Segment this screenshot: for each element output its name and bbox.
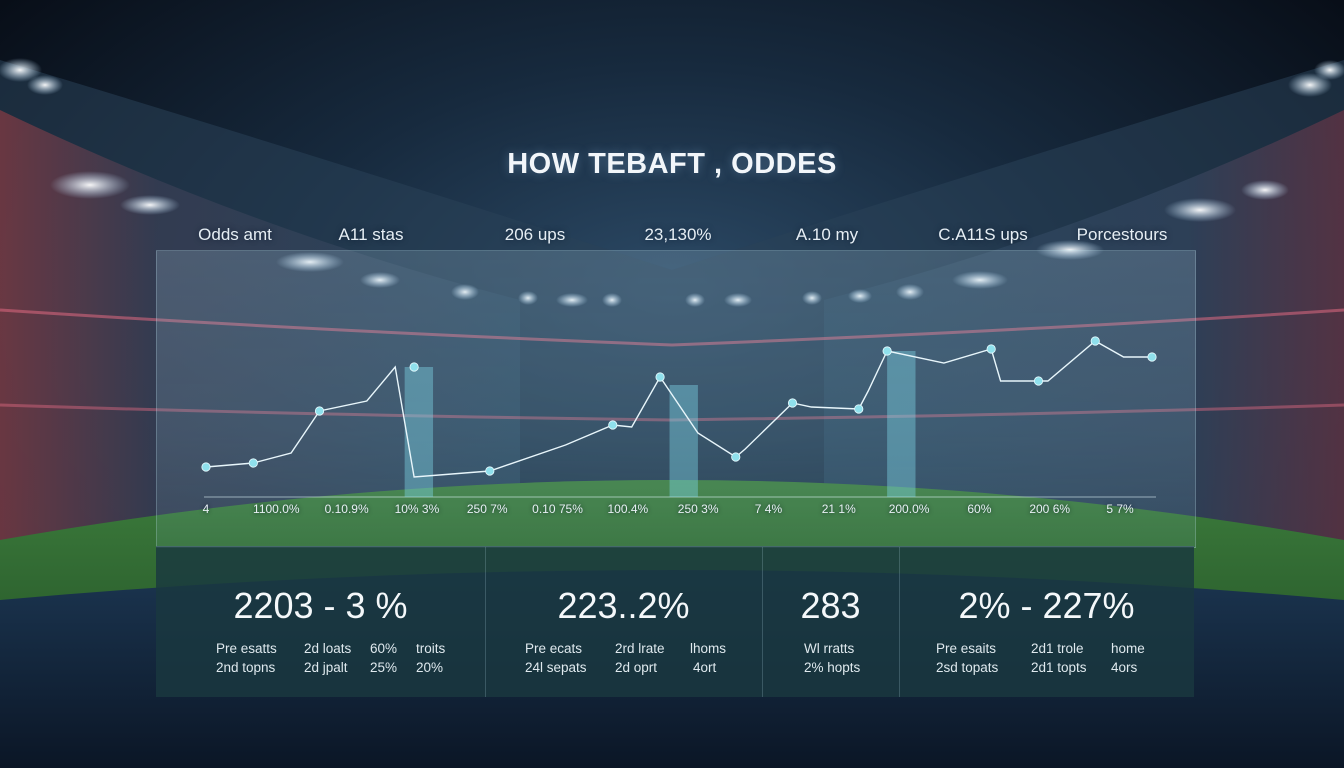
stat-card-cell: Pre esaits (936, 641, 997, 656)
stat-card-cell: 2d oprt (615, 660, 658, 675)
header-label: Odds amt (198, 225, 272, 244)
data-point-9 (854, 404, 864, 414)
x-tick-label: 0.10 75% (532, 502, 583, 516)
stat-card-cell: Pre esatts (216, 641, 277, 656)
stat-card-cell: troits (416, 641, 446, 656)
stat-card-cell: 2rd lrate (615, 641, 665, 656)
stat-card-cell: 25% (370, 660, 398, 675)
stat-card-value: 223..2% (557, 585, 690, 626)
data-point-14 (1147, 352, 1157, 362)
stat-card-cell: 4ort (693, 660, 717, 675)
x-tick-label: 250 7% (466, 502, 508, 516)
bars-layer (404, 351, 916, 497)
x-tick-label: 1100.0% (253, 502, 300, 516)
x-tick-label: 60% (967, 502, 992, 516)
header-label: A.10 my (795, 225, 859, 244)
x-tick-label: 200 6% (1029, 502, 1071, 516)
bar-1 (669, 385, 698, 497)
x-tick-label: 21 1% (821, 502, 856, 516)
data-point-0 (201, 462, 211, 472)
data-point-7 (731, 452, 741, 462)
x-tick-label: 0.10.9% (324, 502, 369, 516)
stat-card-cell: 2sd topats (936, 660, 999, 675)
data-point-10 (882, 346, 892, 356)
x-tick-label: 250 3% (677, 502, 719, 516)
stats-cards: 2203 - 3 % Pre esatts 2d loats 60% troit… (156, 546, 1194, 697)
data-point-8 (787, 398, 798, 408)
stat-card: 283 Wl rratts 2% hopts (762, 547, 900, 697)
header-label: A11 stas (338, 225, 404, 244)
stat-card-cell: 2% hopts (804, 660, 861, 675)
data-point-11 (986, 344, 996, 354)
stat-card-cell: 24l sepats (525, 660, 587, 675)
header-label: 206 ups (504, 225, 566, 244)
x-tick-label: 7 4% (754, 502, 783, 516)
data-point-4 (485, 466, 495, 476)
stat-card-cell: 2d jpalt (304, 660, 348, 675)
stat-card-cell: 60% (370, 641, 398, 656)
stat-card-cell: 2nd topns (216, 660, 276, 675)
chart-panel (156, 250, 1196, 548)
stat-card-cell: Wl rratts (804, 641, 855, 656)
data-point-5 (608, 420, 618, 430)
data-point-12 (1033, 376, 1044, 386)
stat-card-cell: 2d loats (304, 641, 352, 656)
x-tick-label: 100.4% (607, 502, 649, 516)
stat-card-cell: 20% (416, 660, 444, 675)
data-point-2 (314, 406, 325, 416)
page-title: HOW TEBAFT , ODDES (507, 148, 837, 180)
header-label: C.A11S ups (938, 225, 1028, 244)
stat-card-cell: home (1111, 641, 1145, 656)
stat-card-cell: Pre ecats (525, 641, 583, 656)
stat-card-cell: 4ors (1111, 660, 1138, 675)
x-tick-label: 4 (202, 502, 210, 516)
markers-layer (201, 336, 1157, 476)
stat-card-value: 2% - 227% (958, 585, 1135, 626)
bar-2 (887, 351, 916, 497)
stat-card-value: 2203 - 3 % (233, 585, 408, 626)
stat-card: 2% - 227% Pre esaits 2d1 trole home 2sd … (899, 547, 1194, 697)
stat-card-cell: 2d1 topts (1031, 660, 1087, 675)
data-point-13 (1090, 336, 1100, 346)
data-point-1 (248, 458, 258, 468)
stat-card: 223..2% Pre ecats 2rd lrate lhoms 24l se… (485, 547, 763, 697)
stat-card-value: 283 (800, 585, 861, 626)
x-tick-label: 200.0% (888, 502, 930, 516)
data-point-3 (409, 362, 419, 372)
stat-card: 2203 - 3 % Pre esatts 2d loats 60% troit… (156, 547, 486, 697)
stat-card-cell: lhoms (690, 641, 727, 656)
stat-card-cell: 2d1 trole (1031, 641, 1084, 656)
header-label: 23,130% (644, 225, 712, 244)
bar-0 (404, 367, 434, 497)
header-label: Porcestours (1076, 225, 1168, 244)
data-point-6 (655, 372, 665, 382)
x-tick-label: 10% 3% (394, 502, 440, 516)
x-tick-label: 5 7% (1106, 502, 1134, 516)
